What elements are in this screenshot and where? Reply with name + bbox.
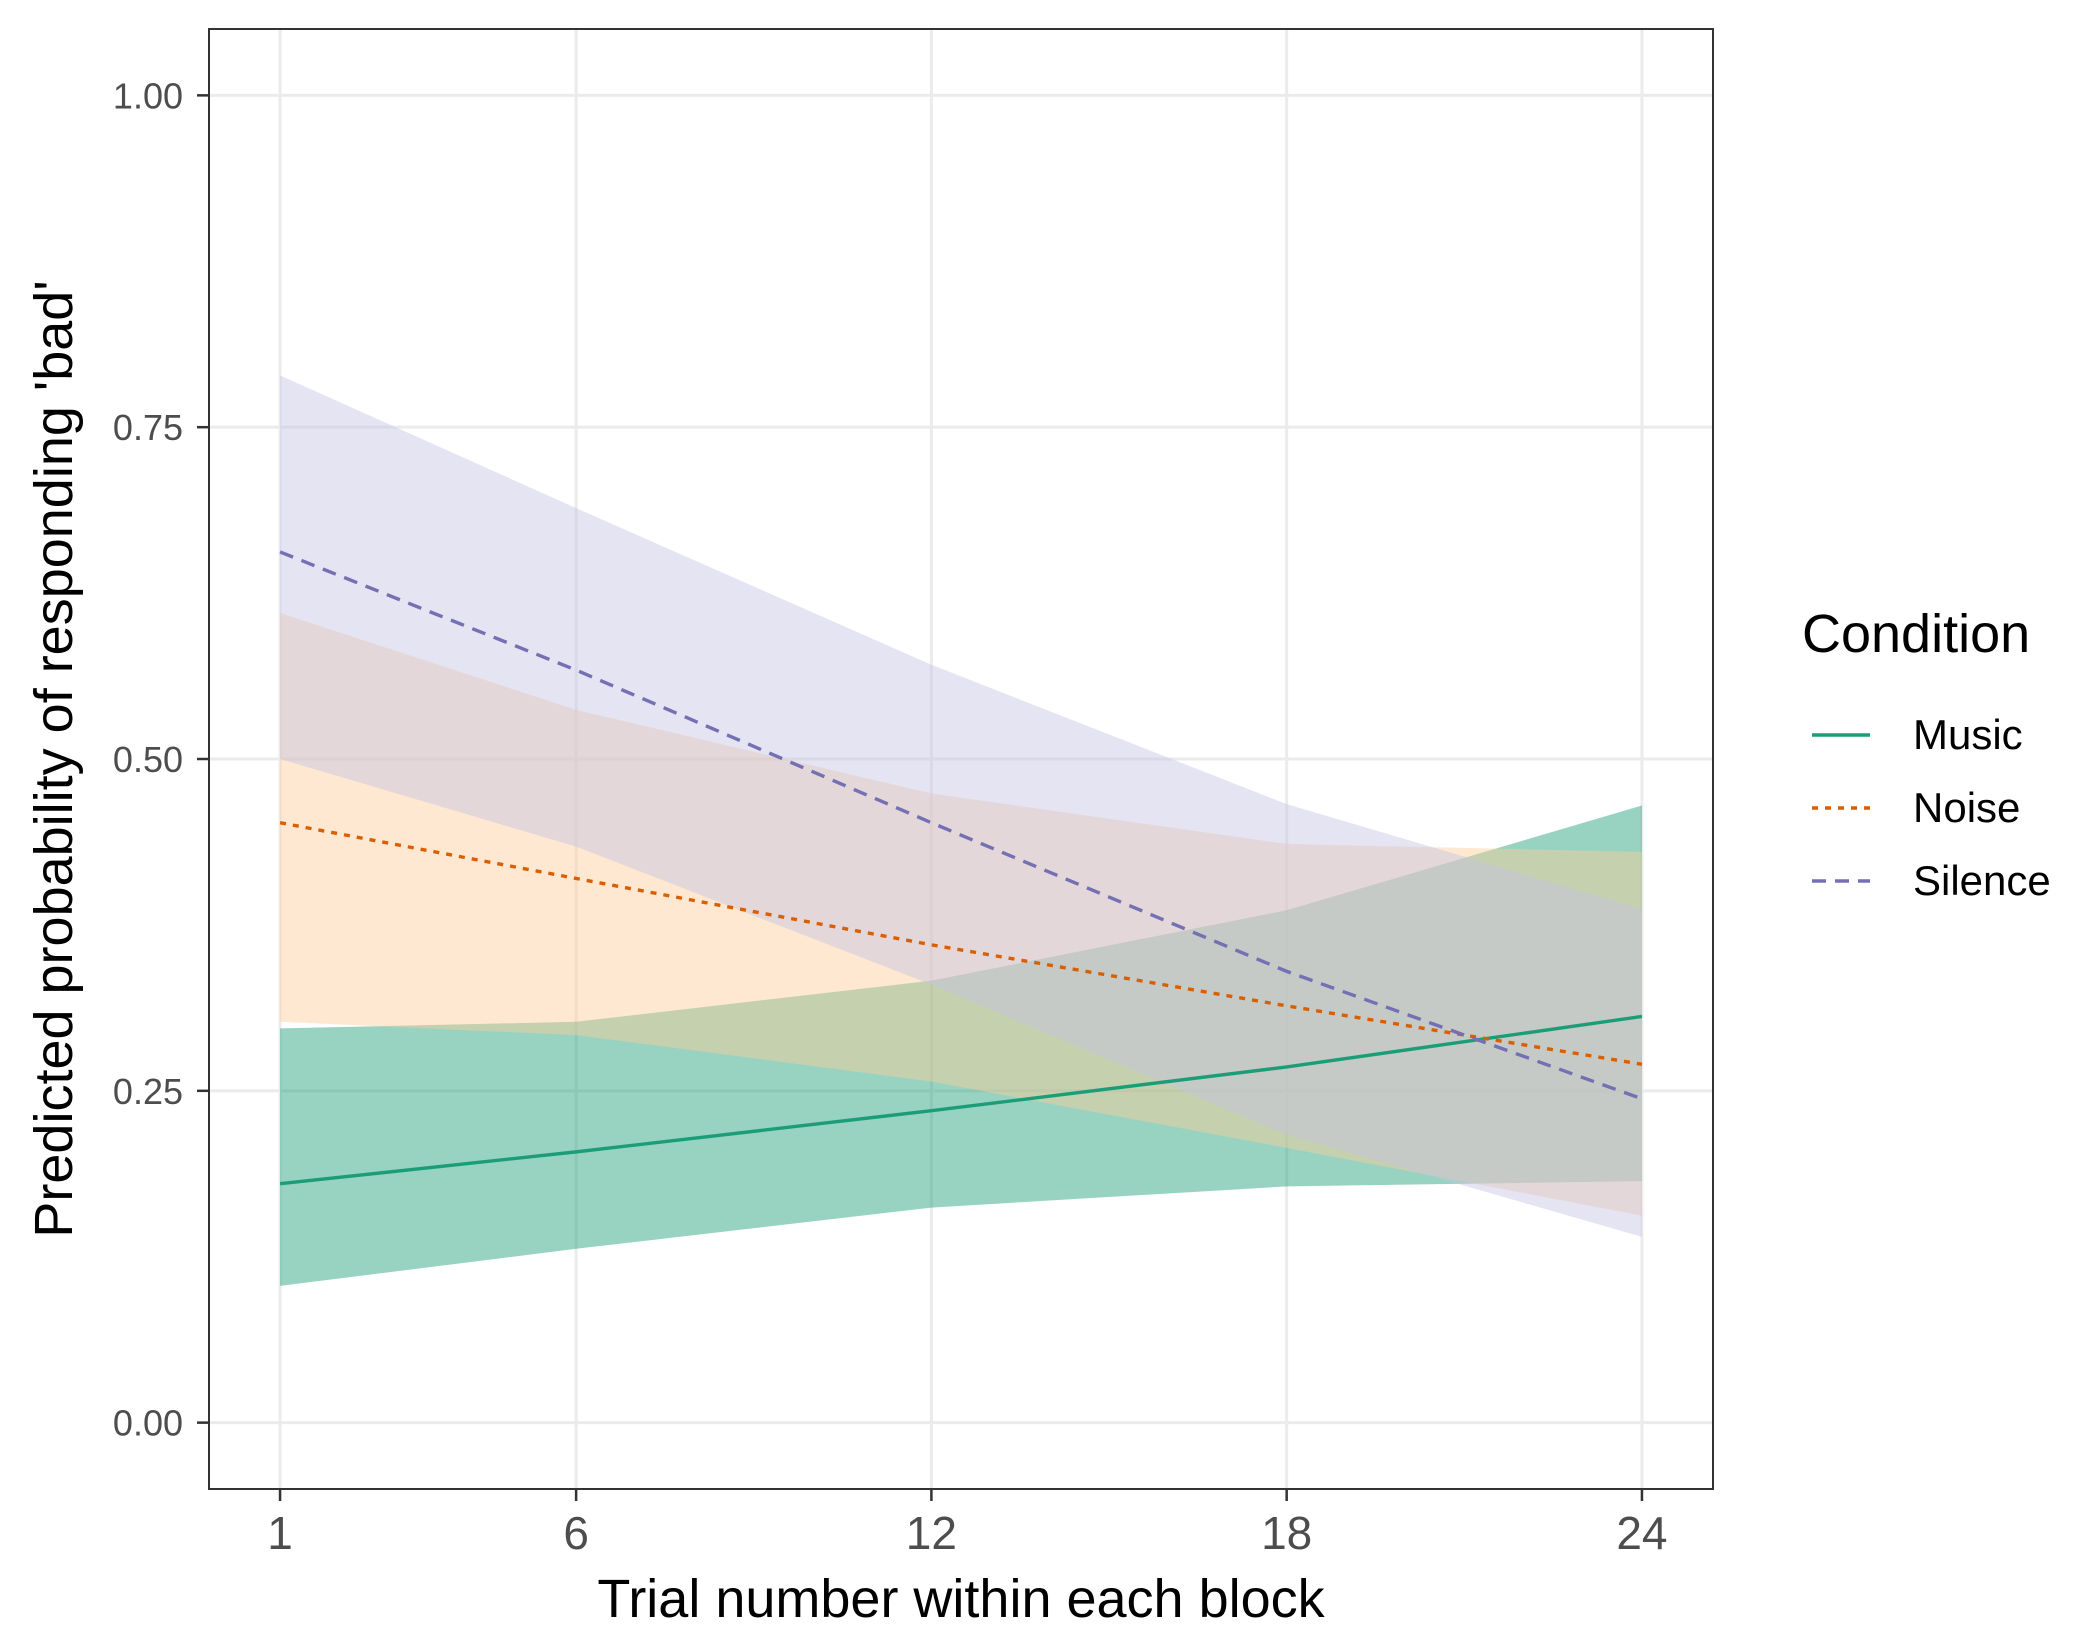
legend-item-silence: Silence bbox=[1812, 857, 2051, 904]
y-tick-label: 0.75 bbox=[113, 407, 183, 448]
y-tick-label: 0.00 bbox=[113, 1403, 183, 1444]
x-tick-label: 6 bbox=[563, 1507, 589, 1559]
ci-band-silence bbox=[280, 375, 1642, 1237]
legend: Condition Music Noise Silence bbox=[1802, 604, 2051, 904]
ci-band-music bbox=[280, 805, 1642, 1286]
legend-item-music: Music bbox=[1812, 711, 2023, 758]
legend-items: Music Noise Silence bbox=[1812, 711, 2051, 904]
legend-label-music: Music bbox=[1913, 711, 2023, 758]
y-tick-label: 0.50 bbox=[113, 739, 183, 780]
grid-layer bbox=[209, 29, 1713, 1489]
x-tick-label: 1 bbox=[267, 1507, 293, 1559]
y-tick-label: 1.00 bbox=[113, 75, 183, 116]
legend-title: Condition bbox=[1802, 604, 2030, 664]
y-axis-title: Predicted probability of responding 'bad… bbox=[24, 280, 84, 1237]
axis-layer: 1 6 12 18 24 0.00 0.25 0.50 0.75 1.00 bbox=[113, 75, 1668, 1559]
x-tick-label: 18 bbox=[1261, 1507, 1312, 1559]
x-tick-label: 12 bbox=[906, 1507, 957, 1559]
x-axis-title: Trial number within each block bbox=[597, 1569, 1325, 1629]
legend-item-noise: Noise bbox=[1812, 784, 2020, 831]
legend-label-silence: Silence bbox=[1913, 857, 2051, 904]
series-line-silence bbox=[279, 550, 1643, 1101]
legend-label-noise: Noise bbox=[1913, 784, 2020, 831]
series-line-noise bbox=[279, 821, 1643, 1066]
x-tick-label: 24 bbox=[1616, 1507, 1667, 1559]
y-tick-label: 0.25 bbox=[113, 1071, 183, 1112]
line-layer bbox=[279, 550, 1643, 1186]
